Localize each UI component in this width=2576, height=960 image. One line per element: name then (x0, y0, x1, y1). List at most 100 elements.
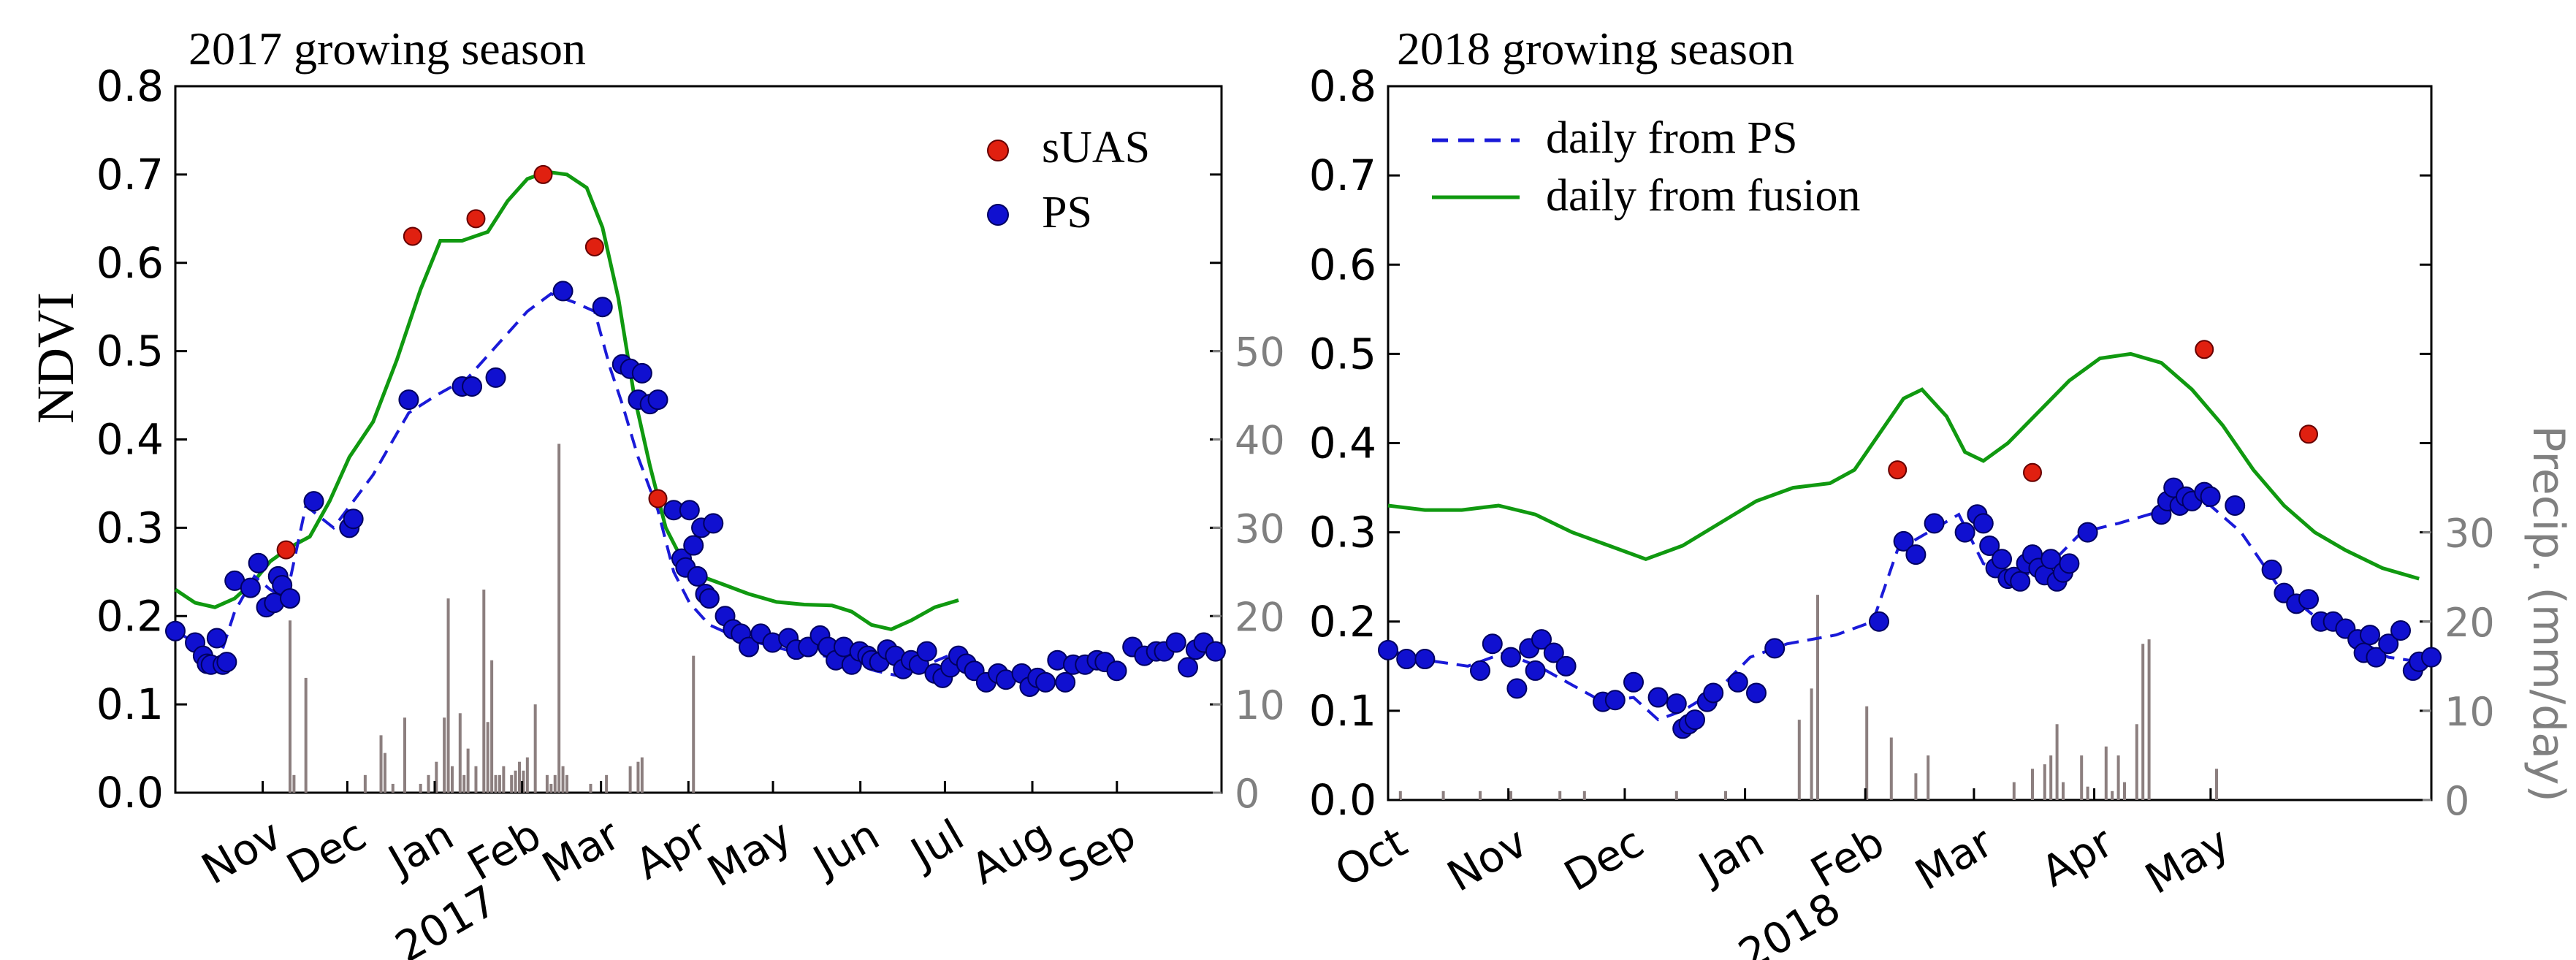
ps-point (2200, 486, 2221, 507)
x-tick-label: Dec (278, 809, 374, 894)
legend-suas-marker (987, 140, 1009, 161)
ps-point (1396, 649, 1417, 670)
suas-points (1888, 340, 2318, 482)
ps-point (1525, 660, 1546, 681)
ps-point (165, 620, 186, 641)
x-tick-label: Jan (1689, 817, 1772, 894)
ps-point (1746, 682, 1767, 704)
y-tick-label: 0.8 (96, 61, 164, 111)
x-tick-label: May (699, 809, 800, 896)
ps-point (2225, 495, 2246, 516)
ps-point (1685, 709, 1705, 731)
ps-point (1992, 549, 2012, 570)
precip-tick-label: 0 (2444, 778, 2469, 824)
ps-point (631, 362, 652, 384)
series-daily-fusion (1387, 351, 2420, 581)
suas-point (1888, 460, 1908, 480)
ps-point (1055, 671, 1076, 693)
y-tick-label: 0.4 (96, 415, 164, 465)
ps-point (2390, 620, 2411, 641)
ps-point (1604, 690, 1626, 711)
ps-point (2378, 633, 2399, 655)
suas-point (648, 489, 668, 508)
precip-tick-label: 20 (1235, 594, 1285, 640)
legend-daily-ps-label: daily from PS (1546, 113, 1797, 163)
x-tick-label: Dec (1556, 817, 1652, 901)
ps-point (916, 641, 937, 662)
precip-tick-label: 30 (2444, 511, 2495, 557)
ps-points (165, 281, 1226, 697)
ps-point (1106, 660, 1127, 682)
ps-point (2360, 625, 2380, 646)
chart-2018-title: 2018 growing season (1397, 23, 1794, 75)
ps-point (1764, 638, 1786, 659)
ps-point (2010, 571, 2031, 592)
chart-2017-title: 2017 growing season (188, 23, 586, 75)
ps-point (485, 367, 506, 388)
legend-2017: sUAS PS (987, 123, 1150, 237)
precip-axis-label: Precip. (mm/day) (2523, 425, 2574, 802)
ps-point (1703, 682, 1724, 704)
x-tick-label: Oct (1327, 817, 1415, 896)
ps-point (398, 389, 419, 411)
y-tick-label: 0.0 (1309, 775, 1376, 825)
ps-point (1924, 513, 1945, 534)
precip-tick-label: 0 (1235, 771, 1260, 817)
x-tick-label: Mar (1907, 817, 2001, 900)
ps-point (703, 513, 724, 534)
legend-2018: daily from PS daily from fusion (1432, 113, 1861, 221)
y-tick-label: 0.3 (1309, 508, 1376, 557)
ps-point (1893, 530, 1914, 552)
x-tick-label: Apr (2033, 817, 2122, 896)
ps-point (1979, 535, 2000, 556)
y-tick-label: 0.7 (96, 150, 164, 199)
x-tick-label: Nov (1439, 817, 1536, 901)
y-tick-label: 0.6 (96, 238, 164, 288)
precip-tick-label: 10 (1235, 682, 1285, 728)
precip-bars (289, 443, 696, 793)
legend-ps-marker (987, 204, 1009, 226)
ps-point (1531, 629, 1552, 650)
ps-point (2077, 522, 2098, 543)
ps-point (1954, 522, 1975, 543)
ps-point (2421, 647, 2442, 668)
ps-point (1543, 642, 1564, 663)
ps-point (1666, 693, 1687, 715)
ps-point (1414, 649, 1436, 670)
chart-2018: 2018 growing season daily from PS daily … (1309, 23, 2574, 960)
series-daily-ps (174, 292, 968, 678)
ps-point (739, 636, 760, 658)
ps-point (1501, 647, 1521, 668)
y-axis-label: NDVI (26, 292, 85, 424)
y-tick-label: 0.1 (1309, 686, 1376, 736)
y-tick-label: 0.2 (1309, 597, 1376, 647)
y-tick-label: 0.0 (96, 768, 164, 818)
ps-point (206, 628, 227, 649)
ps-point (2261, 559, 2282, 580)
ps-point (1035, 671, 1056, 693)
suas-points (276, 164, 668, 560)
x-tick-label: Apr (627, 809, 715, 889)
suas-point (403, 226, 422, 246)
chart-2017: 2017 growing season NDVI sUAS PS 0.0 0.1 0… (26, 23, 1285, 960)
y-tick-label: 0.1 (96, 679, 164, 729)
y-tick-label: 0.5 (96, 327, 164, 376)
precip-tick-label: 20 (2444, 600, 2495, 646)
suas-point (466, 209, 486, 229)
precip-tick-label: 30 (1235, 506, 1285, 552)
ps-point (248, 552, 269, 574)
ps-point (647, 389, 668, 411)
precip-bars (1398, 595, 2218, 800)
x-year-label: 2017 (387, 875, 506, 960)
legend-daily-fusion-label: daily from fusion (1546, 171, 1861, 221)
ps-point (1555, 655, 1577, 677)
legend-suas-label: sUAS (1042, 123, 1150, 172)
ps-point (1165, 632, 1186, 653)
ps-points (1378, 477, 2442, 739)
ps-point (1905, 544, 1927, 565)
ps-point (1506, 678, 1528, 699)
x-tick-label: Jan (378, 809, 462, 886)
legend-ps-label: PS (1042, 188, 1092, 237)
y-tick-label: 0.6 (1309, 240, 1376, 289)
